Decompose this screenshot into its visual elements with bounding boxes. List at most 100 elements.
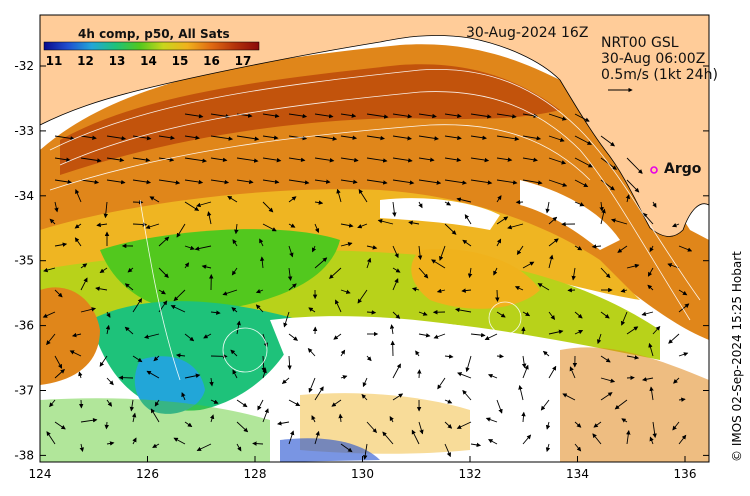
lon-tick-label: 126 <box>136 467 159 481</box>
current-arrow <box>314 179 331 184</box>
current-arrow <box>149 196 160 203</box>
longitude-axis: 124 126 128 130 132 134 136 <box>29 456 696 481</box>
current-arrow <box>54 355 63 369</box>
current-arrow <box>150 408 160 423</box>
current-arrow <box>366 257 372 269</box>
current-arrow <box>672 223 680 228</box>
current-arrow <box>209 377 214 387</box>
current-arrow <box>456 197 472 203</box>
current-arrow <box>362 377 368 388</box>
current-arrow <box>184 262 190 269</box>
current-arrow <box>99 355 108 367</box>
current-arrow <box>288 135 308 141</box>
current-arrow <box>362 443 368 460</box>
lat-tick-label: -35 <box>14 254 34 268</box>
current-arrow <box>311 245 317 253</box>
current-arrow <box>366 421 378 434</box>
current-arrow <box>392 157 413 163</box>
current-arrow <box>433 333 446 339</box>
lat-tick-label: -36 <box>14 319 34 333</box>
current-arrow <box>418 135 439 141</box>
current-arrow <box>418 311 428 316</box>
current-arrow <box>96 222 108 228</box>
colorbar-tick-label: 14 <box>140 54 157 68</box>
current-arrow <box>366 310 377 315</box>
current-arrow <box>522 179 543 185</box>
current-arrow <box>340 375 348 380</box>
current-arrow <box>340 289 351 294</box>
current-arrow <box>649 436 654 445</box>
current-arrow <box>227 196 238 203</box>
current-arrow <box>201 264 212 270</box>
current-arrow <box>600 377 616 383</box>
current-arrow <box>418 333 431 338</box>
current-arrow <box>626 430 631 445</box>
current-arrow <box>652 421 657 439</box>
current-arrow <box>496 157 513 162</box>
colorbar-tick-label: 13 <box>109 54 126 68</box>
current-arrow <box>495 289 500 302</box>
current-arrow <box>545 421 551 430</box>
current-arrow <box>184 113 204 119</box>
current-arrow <box>132 157 151 163</box>
current-vectors <box>42 113 693 460</box>
current-arrow <box>574 421 582 428</box>
current-arrow <box>288 399 301 407</box>
current-arrow <box>392 393 404 401</box>
current-arrow <box>54 242 68 247</box>
product-name: NRT00 GSL <box>601 35 679 51</box>
current-arrow <box>444 135 462 141</box>
current-arrow <box>392 135 412 141</box>
current-arrow <box>307 348 316 357</box>
current-arrow <box>461 288 472 293</box>
current-arrow <box>392 267 401 273</box>
current-arrow <box>106 135 127 141</box>
current-arrow <box>596 333 602 345</box>
current-arrow <box>232 239 238 247</box>
current-arrow <box>418 421 424 435</box>
current-arrow <box>626 179 640 193</box>
current-arrow <box>470 179 493 185</box>
current-arrow <box>408 220 420 226</box>
current-arrow <box>678 352 689 357</box>
current-arrow <box>145 223 160 230</box>
current-arrow <box>43 267 56 273</box>
current-arrow <box>600 311 610 319</box>
current-arrow <box>144 333 160 339</box>
current-arrow <box>333 333 342 340</box>
lat-tick-label: -33 <box>14 124 34 138</box>
current-arrow <box>470 135 487 140</box>
current-arrow <box>196 443 212 451</box>
current-arrow <box>80 418 98 423</box>
current-arrow <box>357 289 368 304</box>
current-arrow <box>418 179 442 185</box>
current-arrow <box>106 179 126 185</box>
current-arrow <box>236 421 249 433</box>
current-arrow <box>592 433 602 445</box>
current-arrow <box>496 195 502 203</box>
current-arrow <box>457 372 472 379</box>
current-arrow <box>574 443 582 452</box>
current-arrow <box>571 267 576 281</box>
current-arrow <box>314 223 320 233</box>
current-arrow <box>158 289 166 295</box>
current-arrow <box>340 135 358 140</box>
current-arrow <box>470 157 490 163</box>
current-arrow <box>42 311 56 318</box>
current-arrow <box>308 377 316 393</box>
current-arrow <box>236 320 241 335</box>
current-arrow <box>678 303 690 313</box>
current-arrow <box>206 211 212 225</box>
current-arrow <box>288 113 308 119</box>
current-arrow <box>470 442 482 448</box>
current-arrow <box>444 399 453 404</box>
current-arrow <box>548 179 568 187</box>
colorbar-tick-label: 16 <box>203 54 220 68</box>
current-arrow <box>106 157 125 163</box>
lat-tick-label: -32 <box>14 59 34 73</box>
current-arrow <box>389 416 394 423</box>
current-arrow <box>131 412 137 423</box>
current-arrow <box>574 113 590 122</box>
current-arrow <box>74 237 82 247</box>
current-arrow <box>614 399 628 410</box>
